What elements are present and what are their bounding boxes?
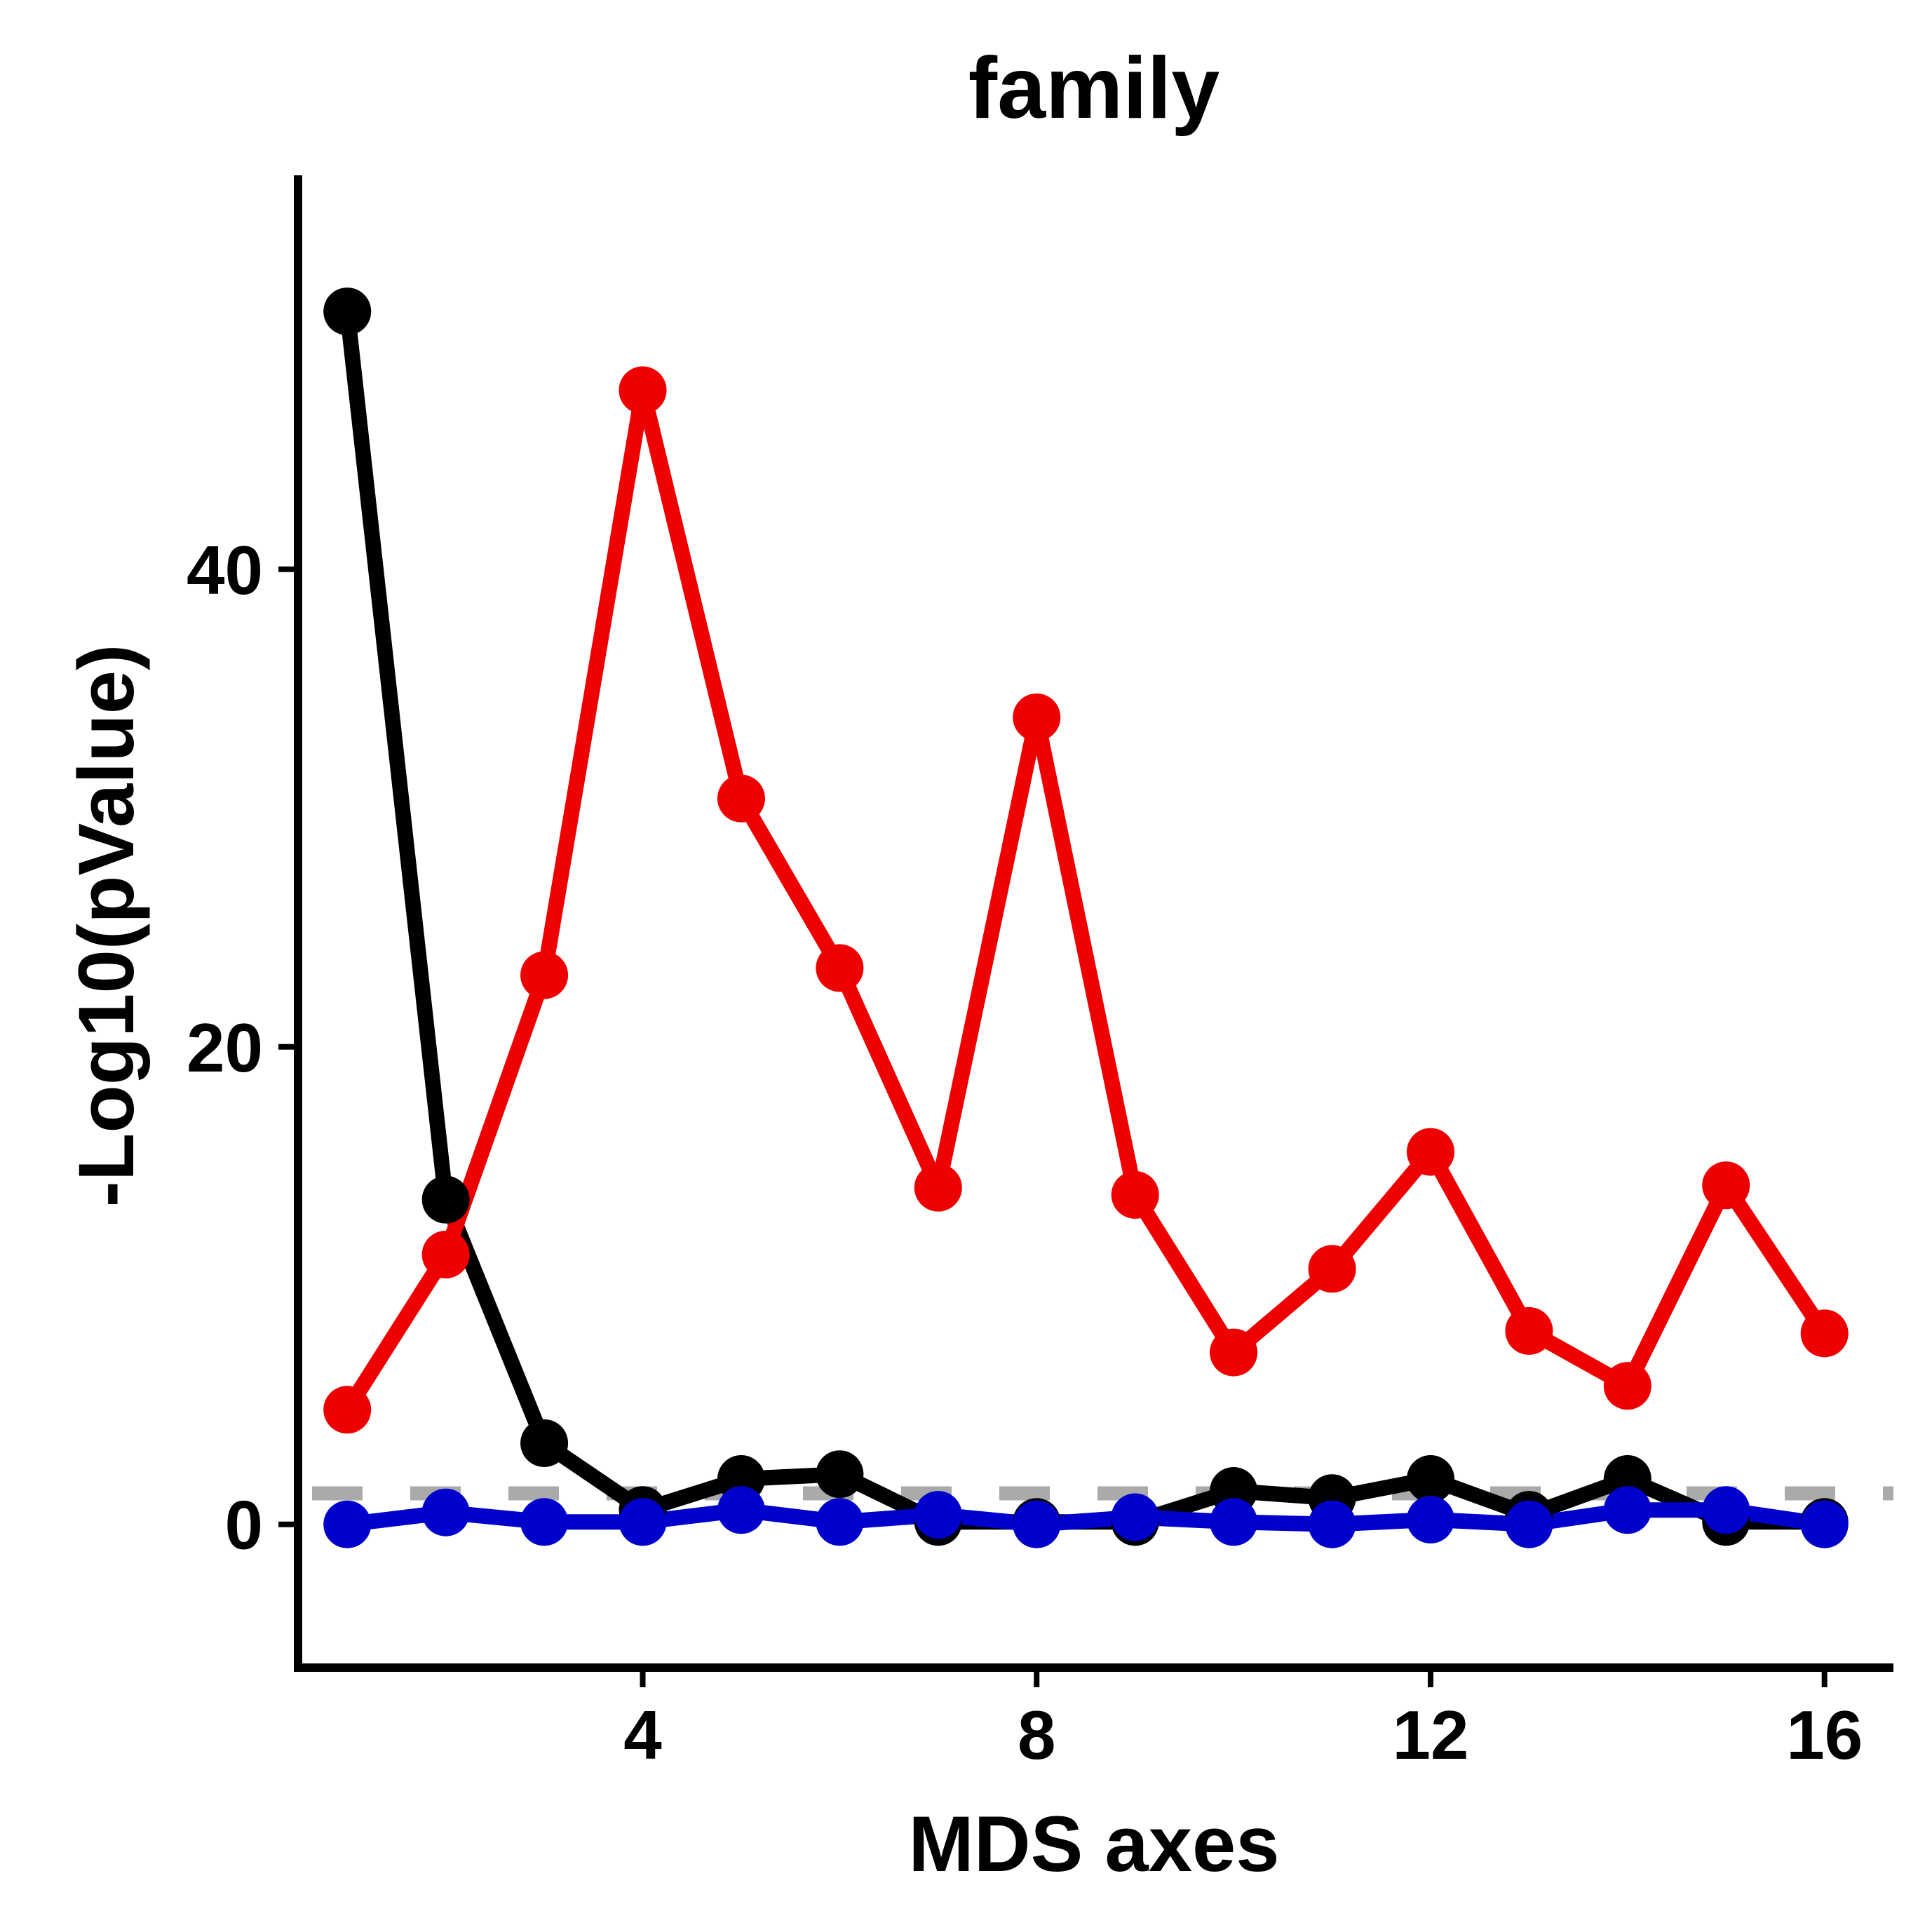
series-2-point <box>619 1498 667 1546</box>
series-2-point <box>1013 1500 1061 1548</box>
series-1-point <box>520 951 569 999</box>
y-tick-label: 20 <box>187 1009 263 1086</box>
y-axis-label: -Log10(pValue) <box>62 644 150 1208</box>
series-0-point <box>1406 1455 1454 1504</box>
series-1-point <box>1111 1170 1159 1219</box>
x-tick-label: 8 <box>1018 1696 1056 1774</box>
series-1-point <box>816 944 864 992</box>
x-axis-label: MDS axes <box>908 1800 1279 1888</box>
series-1-point <box>1406 1128 1454 1176</box>
x-tick-label: 12 <box>1392 1696 1468 1774</box>
series-2-point <box>1406 1495 1454 1543</box>
series-line-2 <box>346 1502 1826 1532</box>
series-0-point <box>421 1175 470 1224</box>
x-ticks: 4 8 12 16 <box>623 1668 1863 1774</box>
chart-title: family <box>968 40 1220 137</box>
x-tick-label: 4 <box>623 1696 662 1774</box>
y-tick-label: 0 <box>224 1487 263 1564</box>
series-0-point <box>520 1419 569 1467</box>
series-1-point <box>323 1386 372 1434</box>
series-2-point <box>914 1491 962 1539</box>
series-1-point <box>421 1230 470 1278</box>
y-tick-label: 40 <box>187 532 263 609</box>
series-2-point <box>1603 1486 1651 1534</box>
series-2-point <box>1702 1486 1750 1534</box>
series-2-point <box>323 1500 372 1548</box>
series-2-point <box>1308 1500 1356 1548</box>
series-1-point <box>1210 1328 1258 1377</box>
series-1-point <box>619 366 667 414</box>
series-0-point <box>816 1450 864 1499</box>
x-tick-label: 16 <box>1786 1696 1863 1774</box>
series-2-point <box>717 1486 765 1534</box>
series-2-point <box>1505 1500 1553 1548</box>
series-1-point <box>1013 693 1061 741</box>
series-2-point <box>1111 1493 1159 1541</box>
series-2-point <box>816 1498 864 1546</box>
series-2-point <box>1800 1500 1849 1548</box>
series-1-point <box>1505 1306 1553 1355</box>
series-1-point <box>1702 1161 1750 1210</box>
series-1-point <box>1308 1245 1356 1293</box>
series-line-1 <box>340 388 1831 1414</box>
y-ticks: 0 20 40 <box>187 532 298 1564</box>
series-0-point <box>323 288 372 336</box>
series-2-point <box>421 1488 470 1536</box>
series-1-point <box>1603 1362 1651 1410</box>
series-2-point <box>1210 1498 1258 1546</box>
series-2-point <box>520 1498 569 1546</box>
series-1-point <box>1800 1309 1849 1358</box>
series-1-point <box>914 1163 962 1212</box>
series-line-0 <box>339 310 1825 1530</box>
plot-area <box>312 288 1893 1548</box>
series-1-point <box>717 774 765 823</box>
